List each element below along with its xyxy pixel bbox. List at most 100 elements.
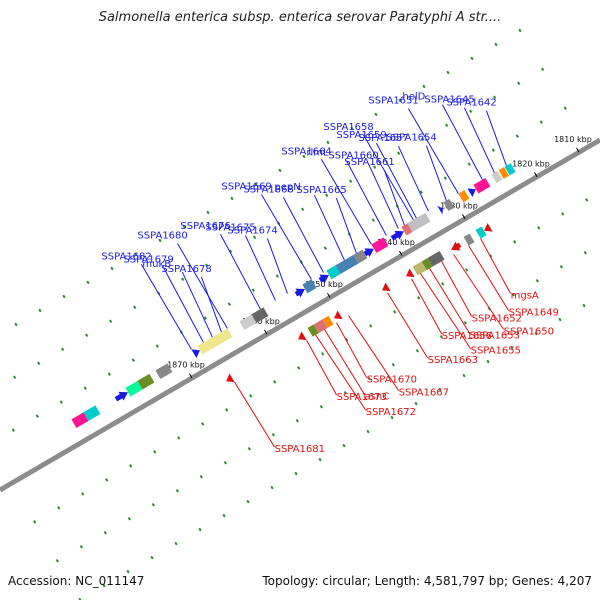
reverse-leader [411, 278, 443, 335]
reverse-gene [421, 257, 433, 271]
forward-gene [137, 373, 155, 390]
track-dot [438, 387, 442, 392]
gene-labels: SSPA1642SSPA1645helDSSPA1651SSPA1654SSPA… [101, 92, 559, 455]
forward-gene [390, 230, 404, 241]
forward-gene [458, 190, 470, 203]
forward-label: SSPA1658 [323, 122, 373, 133]
forward-leader [463, 107, 495, 173]
reverse-label: SSPA1653 [470, 330, 520, 341]
track-dot [563, 106, 567, 110]
track-dot [585, 198, 589, 202]
reverse-label: SSPA1667 [399, 388, 449, 399]
forward-gene [318, 274, 329, 284]
track-dot [109, 319, 113, 324]
forward-leader [345, 160, 387, 236]
track-dot [467, 162, 471, 166]
track-dot [297, 366, 301, 370]
track-dot [561, 212, 565, 216]
reverse-leader [480, 238, 512, 294]
reverse-gene [313, 319, 328, 334]
track-dot [321, 352, 325, 356]
track-dot [371, 218, 375, 222]
forward-leader [219, 233, 261, 310]
reverse-leader [453, 254, 505, 330]
forward-label: SSPA1682 [101, 251, 151, 262]
forward-leader [176, 243, 228, 329]
track-dot [319, 404, 323, 409]
track-dot [398, 98, 402, 103]
track-dot [83, 386, 87, 390]
track-dot [175, 488, 179, 493]
reverse-label: SSPA1670 [367, 375, 417, 386]
forward-leader [375, 142, 417, 219]
track-dot [443, 176, 447, 180]
track-dot [55, 558, 59, 563]
track-dot [126, 569, 130, 574]
reverse-label: mgsA [511, 291, 539, 302]
forward-gene [294, 288, 305, 298]
forward-gene [197, 328, 233, 355]
forward-leader [140, 264, 192, 350]
reverse-label: SSPA1672 [366, 407, 416, 418]
track-dot [206, 210, 210, 215]
track-dot [421, 137, 425, 142]
reverse-label: asnC [365, 392, 390, 403]
track-dot [294, 471, 298, 476]
forward-label: SSPA1665 [296, 185, 346, 196]
tick-line [576, 147, 580, 153]
forward-leader [367, 163, 399, 229]
reverse-label: SSPA1681 [275, 444, 325, 455]
reverse-gene [382, 282, 391, 292]
track-dot [439, 334, 443, 339]
track-dot [534, 331, 538, 336]
track-dot [14, 322, 18, 327]
track-dot [494, 42, 498, 47]
kbp-ticks: 1810 kbp 1820 kbp 1830 kbp 1840 kbp 1850 kbp… [167, 135, 592, 379]
forward-gene [239, 314, 257, 331]
track-dot [253, 235, 257, 240]
reverse-gene [484, 222, 493, 232]
track-dot [133, 305, 137, 310]
track-dot [247, 446, 251, 451]
forward-label: SSPA1679 [123, 254, 173, 265]
track-dot [249, 394, 253, 398]
tick-line [264, 329, 268, 335]
track-dot [414, 401, 418, 406]
track-dot [515, 134, 519, 138]
track-dot [229, 249, 233, 254]
track-dot [518, 28, 522, 33]
track-dot [37, 361, 41, 366]
track-dot [223, 460, 227, 465]
track-dot [373, 165, 377, 170]
label-leaders [140, 104, 512, 448]
track-dot [251, 288, 255, 292]
forward-leader [441, 104, 483, 180]
forward-leader [282, 197, 324, 273]
track-dot [295, 418, 299, 423]
track-dot [13, 375, 17, 380]
track-dot [33, 520, 37, 524]
track-dot [270, 485, 274, 490]
track-dot [470, 56, 474, 61]
reverse-gene [451, 241, 462, 251]
reverse-label: SSPA1649 [509, 308, 559, 319]
track-dot [539, 120, 543, 124]
forward-gene [363, 248, 374, 258]
track-dot [278, 168, 282, 173]
track-dot [374, 112, 378, 117]
track-dot [366, 429, 370, 434]
track-dot [230, 196, 234, 201]
track-dot [61, 347, 65, 352]
reverse-gene [307, 324, 319, 337]
track-dot [325, 193, 329, 198]
track-dot [150, 555, 154, 560]
track-dot [469, 109, 473, 114]
reverse-leader [234, 381, 276, 448]
track-dot [349, 179, 353, 184]
reverse-gene [412, 261, 427, 276]
reverse-gene [298, 331, 307, 341]
reverse-label: SSPA1650 [504, 326, 554, 337]
track-dot [415, 348, 419, 353]
forward-label: helD [402, 92, 425, 103]
